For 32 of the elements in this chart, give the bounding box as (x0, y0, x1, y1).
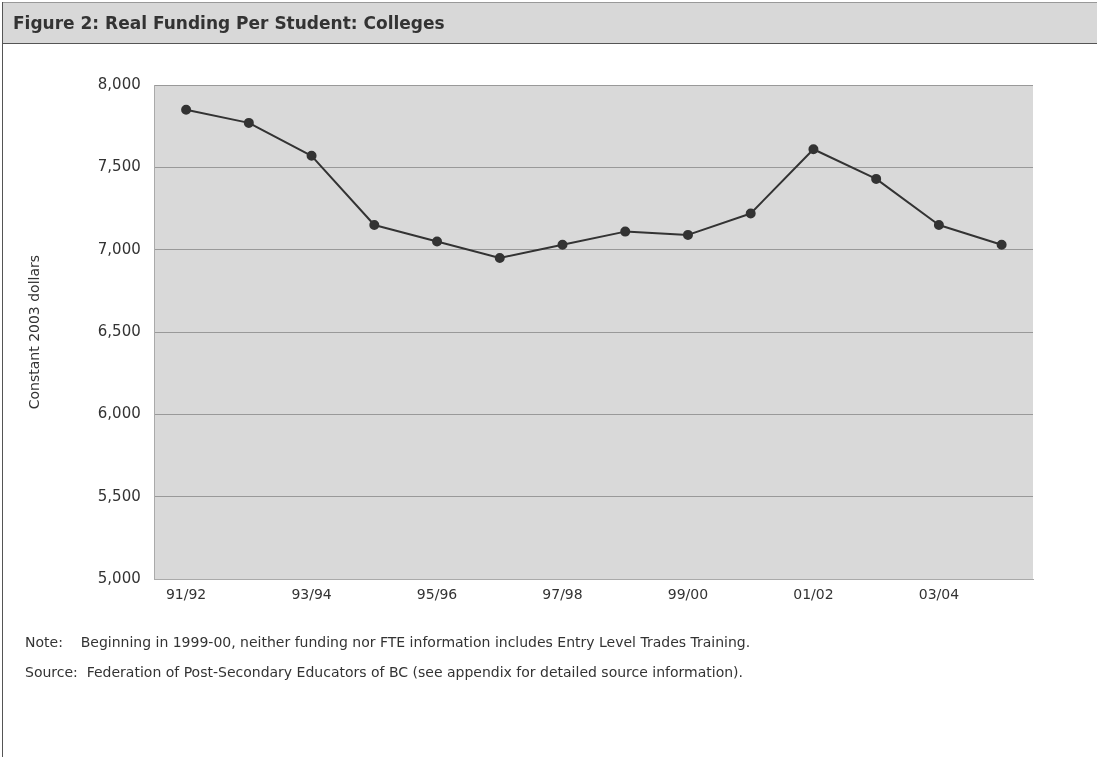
point (808, 144, 819, 155)
point (432, 236, 443, 247)
y-tick-label: 7,500 (97, 157, 141, 176)
point (620, 226, 631, 237)
y-tick-label: 5,000 (97, 569, 141, 588)
x-tick-label: 93/94 (291, 586, 332, 603)
x-tick-label: 01/02 (793, 586, 834, 603)
source-note: Source: Federation of Post-Secondary Educators of BC (see appendix for detailed source information). (25, 663, 744, 682)
x-tick-label: 97/98 (542, 586, 583, 603)
point (181, 104, 192, 115)
point (745, 208, 756, 219)
point (557, 239, 568, 250)
point (369, 220, 380, 231)
x-tick-label: 95/96 (416, 586, 458, 603)
chart-title: Figure 2: Real Funding Per Student: Colleges (3, 2, 1097, 44)
point (996, 239, 1007, 250)
point (306, 150, 317, 161)
point (871, 173, 882, 184)
x-tick-label: 91/92 (165, 586, 207, 603)
y-axis-title: Constant 2003 dollars (26, 254, 43, 410)
y-tick-label: 6,500 (97, 321, 141, 340)
point (243, 117, 254, 128)
y-tick-label: 5,500 (97, 486, 141, 505)
y-tick-label: 7,000 (97, 239, 141, 258)
y-tick-label: 6,000 (97, 404, 141, 423)
point (494, 252, 505, 263)
point (682, 229, 693, 240)
point (933, 220, 944, 231)
x-tick-label: 99/00 (667, 586, 709, 603)
x-tick-label: 03/04 (918, 586, 960, 603)
y-tick-label: 8,000 (97, 74, 141, 93)
text: Note: Beginning in 1999-00, neither funding nor FTE information includes Entry Level Trades Training. (25, 633, 751, 652)
